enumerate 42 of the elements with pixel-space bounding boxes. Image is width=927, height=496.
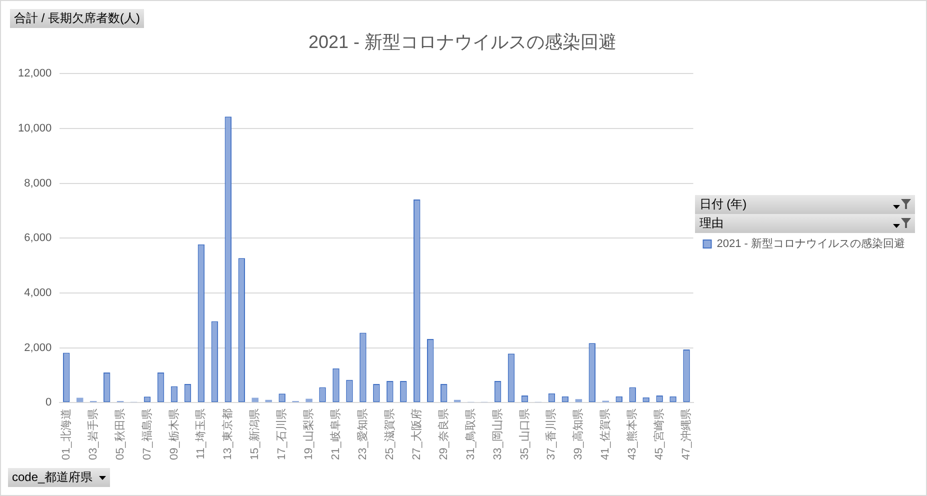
y-tick-label: 2,000 — [24, 342, 52, 354]
x-tick-label: 35_山口県 — [518, 408, 531, 460]
x-tick-label: 07_福島県 — [140, 408, 154, 460]
x-tick-label: 43_熊本県 — [626, 408, 639, 460]
bar — [575, 399, 582, 402]
x-tick-label: 11_埼玉県 — [195, 408, 208, 460]
x-tick-label: 25_滋賀県 — [384, 408, 396, 460]
text: code_都道府県 — [12, 469, 93, 486]
x-tick-label: 27_大阪府 — [410, 408, 423, 460]
bar — [76, 398, 84, 402]
y-tick-label: 0 — [46, 396, 52, 409]
y-tick-label: 10,000 — [18, 122, 52, 134]
x-tick-label: 31_鳥取県 — [464, 408, 477, 460]
text: 合計 / 長期欠席者数(人) — [14, 11, 140, 25]
y-tick-label: 12,000 — [18, 68, 52, 80]
bar — [252, 398, 258, 402]
x-tick-label: 41_佐賀県 — [600, 408, 612, 460]
x-tick-label: 15_新潟県 — [248, 408, 262, 460]
text: 日付 (年) — [699, 196, 747, 212]
legend-label: 2021 - 新型コロナウイルスの感染回避 — [716, 237, 906, 250]
x-tick-label: 05_秋田県 — [114, 408, 126, 460]
y-tick-label: 4,000 — [24, 286, 52, 299]
x-tick-label: 45_宮崎県 — [652, 408, 666, 460]
x-tick-label: 23_愛知県 — [356, 408, 369, 460]
bar — [265, 400, 272, 402]
y-tick-label: 6,000 — [24, 232, 52, 244]
x-tick-label: 33_岡山県 — [490, 408, 504, 460]
x-tick-label: 17_石川県 — [275, 408, 288, 460]
bar — [306, 398, 312, 402]
x-tick-label: 13_東京都 — [221, 408, 234, 460]
x-tick-label: 29_奈良県 — [436, 408, 450, 460]
x-tick-label: 21_岐阜県 — [329, 408, 342, 460]
text: 理由 — [699, 214, 724, 232]
x-tick-label: 09_栃木県 — [167, 408, 180, 460]
x-tick-label: 19_山梨県 — [302, 408, 316, 460]
x-tick-label: 47_沖縄県 — [680, 408, 693, 460]
chart-title: 2021 - 新型コロナウイルスの感染回避 — [308, 32, 617, 52]
x-tick-label: 39_高知県 — [572, 408, 585, 460]
x-tick-label: 37_香川県 — [544, 408, 558, 460]
x-tick-label: 01_北海道 — [59, 408, 72, 460]
y-tick-label: 8,000 — [24, 177, 52, 190]
x-tick-label: 03_岩手県 — [86, 408, 100, 460]
